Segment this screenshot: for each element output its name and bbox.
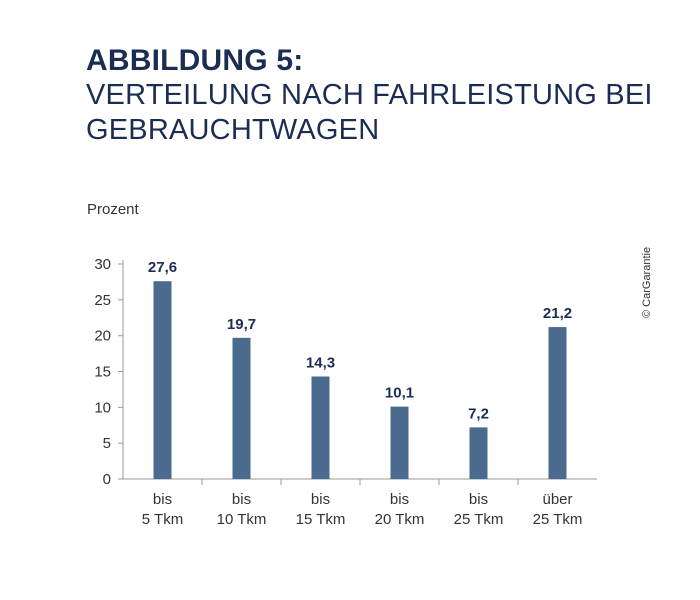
bar <box>311 376 330 479</box>
chart-subtitle-line-2: GEBRAUCHTWAGEN <box>86 114 380 146</box>
x-category-label-line-1: bis <box>390 491 409 508</box>
y-tick-label: 25 <box>94 292 111 309</box>
bar <box>548 327 567 479</box>
x-category-label-line-1: bis <box>153 491 172 508</box>
chart-title-block: ABBILDUNG 5: VERTEILUNG NACH FAHRLEISTUN… <box>86 44 666 148</box>
x-category-label-line-2: 20 Tkm <box>375 511 425 528</box>
chart-title: ABBILDUNG 5: <box>86 44 304 77</box>
x-category-label-line-1: über <box>542 491 572 508</box>
bar-value-label: 27,6 <box>148 259 177 276</box>
x-category-label-line-2: 15 Tkm <box>296 511 346 528</box>
y-tick-label: 15 <box>94 364 111 381</box>
x-category-label-line-2: 25 Tkm <box>454 511 504 528</box>
y-tick-label: 0 <box>103 471 111 488</box>
x-category-label-line-2: 10 Tkm <box>217 511 267 528</box>
bar-value-label: 21,2 <box>543 305 572 322</box>
x-category-label-line-1: bis <box>232 491 251 508</box>
y-tick-label: 10 <box>94 399 111 416</box>
y-axis-label: Prozent <box>87 201 139 218</box>
x-category-label-line-1: bis <box>311 491 330 508</box>
bar-value-label: 19,7 <box>227 316 256 333</box>
bar <box>390 406 409 479</box>
y-tick-label: 20 <box>94 328 111 345</box>
bar-value-label: 14,3 <box>306 355 335 372</box>
x-category-label-line-2: 5 Tkm <box>142 511 183 528</box>
bar <box>153 281 172 479</box>
bar <box>469 427 488 479</box>
bar-value-label: 7,2 <box>468 405 489 422</box>
bar-value-label: 10,1 <box>385 385 414 402</box>
y-tick-label: 5 <box>103 435 111 452</box>
x-category-label-line-1: bis <box>469 491 488 508</box>
y-tick-label: 30 <box>94 256 111 273</box>
bar <box>232 337 251 479</box>
x-category-label-line-2: 25 Tkm <box>533 511 583 528</box>
chart-subtitle-line-1: VERTEILUNG NACH FAHRLEISTUNG BEI <box>86 79 653 111</box>
